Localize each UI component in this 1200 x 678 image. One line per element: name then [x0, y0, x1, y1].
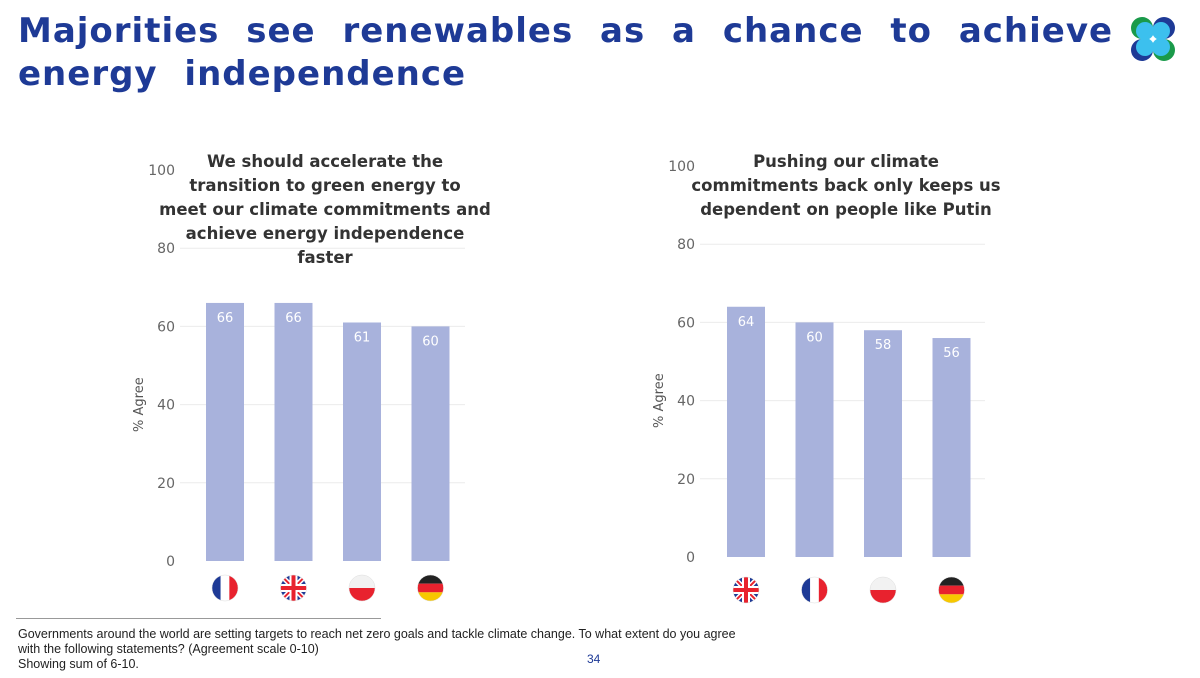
- flag-germany-icon: [417, 575, 444, 601]
- flag-poland-icon: [349, 575, 375, 601]
- y-tick-label: 20: [157, 476, 175, 492]
- flag-uk-icon: [280, 575, 307, 601]
- y-tick-label: 0: [686, 550, 695, 566]
- footnote-question: Governments around the world are setting…: [18, 627, 736, 656]
- bar-value-label: 64: [738, 315, 755, 330]
- flag-uk-icon: [733, 577, 759, 603]
- page-number: 34: [587, 652, 601, 666]
- bar-poland: [343, 322, 381, 561]
- bar-value-label: 58: [875, 338, 892, 353]
- bar-france: [206, 302, 244, 561]
- y-tick-label: 80: [677, 237, 695, 253]
- y-tick-label: 40: [677, 394, 695, 410]
- bar-value-label: 66: [285, 311, 302, 326]
- y-tick-label: 40: [157, 398, 175, 414]
- y-tick-label: 60: [157, 319, 175, 335]
- flag-france-icon: [212, 575, 238, 601]
- y-axis-label: % Agree: [652, 373, 667, 428]
- y-tick-label: 100: [668, 159, 695, 175]
- y-tick-label: 0: [166, 554, 175, 570]
- bar-value-label: 60: [422, 334, 439, 349]
- chart-1: 0 20 40 60 80 100 % Agree We should accelerate …: [132, 152, 491, 602]
- y-tick-label: 60: [677, 315, 695, 331]
- y-axis-label: % Agree: [132, 377, 147, 432]
- y-tick-label: 100: [148, 163, 175, 179]
- bar-uk: [727, 306, 765, 557]
- chart-title: We should accelerate the transition to gr…: [159, 152, 491, 267]
- bar-germany: [411, 326, 450, 561]
- footnote-divider: [16, 618, 381, 619]
- y-tick-label: 20: [677, 472, 695, 488]
- bar-value-label: 61: [354, 330, 371, 345]
- bar-germany: [932, 338, 971, 557]
- logo-icon: [1131, 17, 1175, 61]
- footnote-base: Showing sum of 6-10.: [18, 657, 139, 671]
- chart-2: 0 20 40 60 80 100 % Agree Pushing our climate co…: [652, 152, 1001, 604]
- chart-title: Pushing our climate commitments back only…: [691, 152, 1000, 219]
- y-tick-label: 80: [157, 241, 175, 257]
- bar-uk: [274, 302, 313, 561]
- bar-france: [795, 322, 834, 557]
- footnote: Governments around the world are setting…: [18, 627, 758, 672]
- bar-poland: [864, 330, 902, 557]
- bar-value-label: 60: [806, 330, 823, 345]
- bar-value-label: 56: [943, 346, 960, 361]
- flag-poland-icon: [870, 577, 896, 603]
- bar-value-label: 66: [217, 311, 234, 326]
- page-title: Majorities see renewables as a chance to…: [18, 11, 1114, 94]
- flag-germany-icon: [938, 577, 965, 603]
- flag-france-icon: [801, 577, 828, 603]
